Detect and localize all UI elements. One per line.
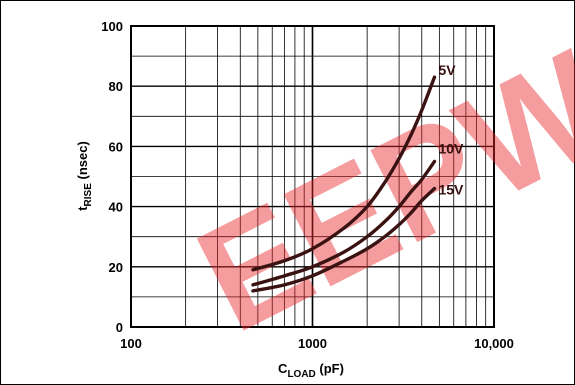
curve-15v xyxy=(251,186,437,293)
y-axis-title-sub: RISE xyxy=(83,183,94,207)
y-axis-title-main: t xyxy=(75,206,90,211)
y-axis-title-unit: (nsec) xyxy=(75,141,90,183)
y-tick-label: 80 xyxy=(109,79,123,94)
watermark-text: EEPW xyxy=(173,18,575,363)
x-tick-label: 1000 xyxy=(298,336,327,351)
watermark: EEPW xyxy=(173,18,575,363)
x-tick-label: 10,000 xyxy=(474,336,514,351)
y-tick-label: 100 xyxy=(101,19,123,34)
curve-label-15v: 15V xyxy=(438,182,464,198)
x-tick-label: 100 xyxy=(120,336,142,351)
x-axis-title-main: C xyxy=(278,361,288,376)
x-axis-ticks: 100 1000 10,000 xyxy=(120,336,514,351)
y-tick-label: 40 xyxy=(109,200,123,215)
curve-5v xyxy=(251,75,437,272)
y-tick-label: 60 xyxy=(109,139,123,154)
curve-10v xyxy=(251,159,437,287)
curve-labels: 5V 10V 15V xyxy=(438,62,464,197)
y-tick-label: 0 xyxy=(116,320,123,335)
x-axis-title-unit: (pF) xyxy=(316,361,344,376)
plot-border xyxy=(130,25,495,328)
y-axis-title: tRISE (nsec) xyxy=(75,141,94,211)
y-axis-ticks: 0 20 40 60 80 100 xyxy=(101,19,123,335)
curve-label-10v: 10V xyxy=(438,140,464,156)
x-axis-title: CLOAD (pF) xyxy=(278,361,344,380)
x-axis-title-sub: LOAD xyxy=(287,369,315,380)
curve-label-5v: 5V xyxy=(438,62,456,78)
y-tick-label: 20 xyxy=(109,260,123,275)
curves xyxy=(251,75,437,293)
